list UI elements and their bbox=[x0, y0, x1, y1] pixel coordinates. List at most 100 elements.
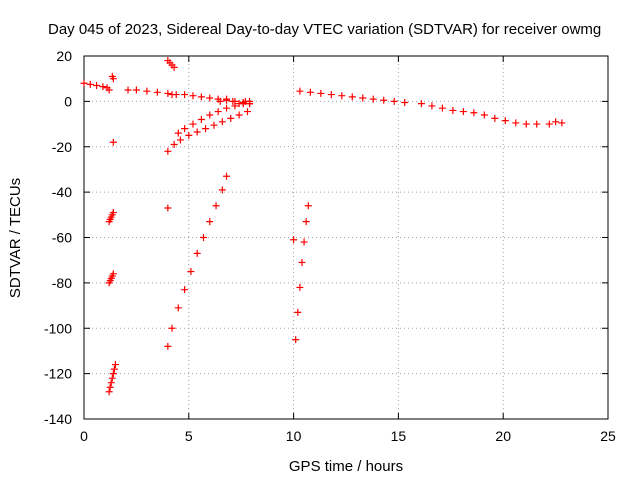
data-point bbox=[143, 87, 151, 95]
x-tick-label: 15 bbox=[391, 428, 407, 444]
data-point bbox=[109, 270, 117, 278]
data-point bbox=[193, 128, 201, 136]
series-arc-15 bbox=[545, 118, 566, 128]
data-point bbox=[390, 97, 398, 105]
data-point bbox=[227, 114, 235, 122]
data-point bbox=[216, 97, 224, 105]
series-arc-12 bbox=[292, 202, 312, 344]
data-point bbox=[223, 95, 231, 103]
data-point bbox=[480, 111, 488, 119]
data-point bbox=[512, 119, 520, 127]
data-point bbox=[105, 388, 113, 396]
data-point bbox=[246, 100, 254, 108]
plot-frame bbox=[83, 55, 609, 420]
data-point bbox=[153, 88, 161, 96]
data-point bbox=[218, 118, 226, 126]
data-point bbox=[214, 108, 222, 116]
y-tick-label: -80 bbox=[52, 275, 72, 291]
data-point bbox=[501, 117, 509, 125]
y-tick-label: -20 bbox=[52, 139, 72, 155]
series-isolated-4 bbox=[290, 236, 298, 244]
data-point bbox=[109, 75, 117, 83]
data-point bbox=[223, 172, 231, 180]
data-point bbox=[206, 218, 214, 226]
data-point bbox=[105, 86, 113, 94]
x-tick-label: 5 bbox=[185, 428, 193, 444]
data-point bbox=[552, 118, 560, 126]
data-point bbox=[86, 80, 94, 88]
data-point bbox=[172, 91, 180, 99]
series-arc-4 bbox=[105, 361, 119, 396]
data-point bbox=[338, 92, 346, 100]
data-point bbox=[327, 91, 335, 99]
data-point bbox=[292, 336, 300, 344]
data-point bbox=[206, 94, 214, 102]
series-isolated-2 bbox=[109, 138, 117, 146]
series-isolated-1 bbox=[108, 72, 117, 83]
data-point bbox=[304, 202, 312, 210]
y-tick-label: 20 bbox=[56, 48, 72, 64]
data-point bbox=[449, 106, 457, 114]
data-point bbox=[181, 91, 189, 99]
data-point bbox=[199, 234, 207, 241]
series-arc-7 bbox=[172, 91, 254, 108]
data-point bbox=[300, 238, 308, 246]
data-point bbox=[417, 100, 425, 108]
series-arc-3 bbox=[105, 270, 117, 287]
series-arc-10 bbox=[216, 95, 254, 108]
data-point bbox=[197, 93, 205, 101]
series-arc-6 bbox=[164, 57, 178, 71]
data-point bbox=[218, 186, 226, 194]
grid-lines bbox=[84, 56, 608, 419]
data-point bbox=[359, 94, 367, 102]
data-point bbox=[470, 109, 478, 117]
x-tick-label: 20 bbox=[495, 428, 511, 444]
y-axis-title: SDTVAR / TECUs bbox=[7, 178, 24, 298]
data-point bbox=[206, 111, 214, 119]
series-isolated-3 bbox=[164, 204, 172, 212]
data-point bbox=[235, 100, 243, 108]
data-point bbox=[298, 258, 306, 266]
data-point bbox=[369, 95, 377, 103]
data-point bbox=[181, 125, 189, 133]
y-tick-label: 0 bbox=[64, 93, 72, 109]
data-point bbox=[111, 361, 119, 369]
data-point bbox=[459, 108, 467, 116]
data-point bbox=[170, 140, 178, 148]
data-point bbox=[189, 120, 197, 128]
y-tick-label: -60 bbox=[52, 230, 72, 246]
series-arc-11 bbox=[164, 172, 231, 350]
x-tick-label: 0 bbox=[80, 428, 88, 444]
data-point bbox=[106, 383, 114, 391]
data-point bbox=[229, 97, 237, 105]
data-point bbox=[223, 104, 231, 112]
data-point bbox=[132, 86, 140, 94]
data-point bbox=[164, 204, 172, 212]
data-point bbox=[99, 83, 107, 91]
series-arc-1 bbox=[80, 79, 113, 94]
data-point bbox=[491, 114, 499, 122]
data-point bbox=[124, 86, 132, 94]
data-point bbox=[302, 218, 310, 226]
series-arc-5 bbox=[124, 86, 176, 99]
data-point bbox=[110, 365, 118, 373]
x-tick-label: 10 bbox=[286, 428, 302, 444]
data-point bbox=[317, 89, 325, 97]
data-point bbox=[107, 379, 115, 387]
series-arc-8 bbox=[174, 97, 254, 137]
chart-title: Day 045 of 2023, Sidereal Day-to-day VTE… bbox=[48, 21, 601, 38]
data-point bbox=[181, 286, 189, 294]
y-tick-label: -40 bbox=[52, 184, 72, 200]
data-point bbox=[294, 308, 302, 316]
data-point bbox=[212, 202, 220, 210]
series-arc-9 bbox=[164, 108, 251, 155]
axis-ticks bbox=[83, 55, 609, 420]
data-point bbox=[243, 108, 251, 116]
data-point bbox=[164, 89, 172, 97]
series-arc-13 bbox=[296, 87, 409, 107]
data-point bbox=[164, 342, 172, 350]
data-point bbox=[545, 120, 553, 128]
data-point bbox=[197, 116, 205, 124]
data-point bbox=[231, 102, 239, 110]
